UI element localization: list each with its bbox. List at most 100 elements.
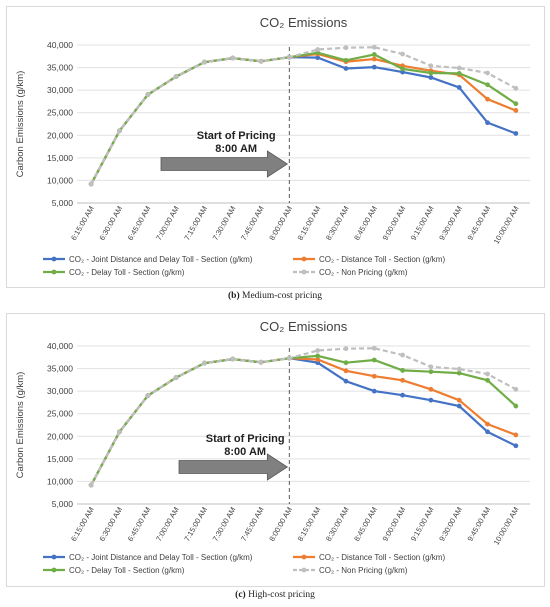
legend-marker <box>301 554 307 560</box>
data-point <box>428 75 434 80</box>
y-tick-label: 25,000 <box>47 108 73 118</box>
data-point <box>428 364 434 370</box>
data-point <box>371 56 377 62</box>
y-tick-label: 15,000 <box>47 454 73 464</box>
data-point <box>456 370 462 376</box>
y-axis-label: Carbon Emissions (g/km) <box>15 372 26 479</box>
data-point <box>88 482 94 488</box>
data-point <box>456 85 462 90</box>
annotation-time: 8:00 AM <box>224 446 266 458</box>
x-tick-label: 7:00:00 AM <box>154 506 181 543</box>
data-point <box>428 63 434 69</box>
legend-marker <box>51 256 57 262</box>
data-point <box>513 101 519 107</box>
data-point <box>258 58 264 64</box>
data-point <box>428 397 434 403</box>
data-point <box>315 348 321 353</box>
y-tick-label: 20,000 <box>47 130 73 140</box>
y-tick-label: 40,000 <box>47 341 73 351</box>
x-tick-label: 6:30:00 AM <box>97 205 124 242</box>
legend-label: CO₂ - Delay Toll - Section (g/km) <box>69 566 185 575</box>
y-tick-label: 5,000 <box>52 499 74 509</box>
legend-marker <box>51 567 57 573</box>
x-tick-label: 7:15:00 AM <box>182 506 209 543</box>
data-point <box>117 128 122 134</box>
data-point <box>428 369 434 375</box>
x-tick-label: 9:15:00 AM <box>409 506 436 543</box>
data-point <box>343 66 349 71</box>
series-line-3 <box>90 347 517 486</box>
series-line-0 <box>90 357 517 486</box>
chart-title: CO₂ Emissions <box>260 319 348 334</box>
legend-label: CO₂ - Non Pricing (g/km) <box>319 566 408 575</box>
data-point <box>513 108 519 113</box>
data-point <box>315 55 321 61</box>
legend-label: CO₂ - Delay Toll - Section (g/km) <box>69 268 185 277</box>
legend-marker <box>301 256 307 262</box>
legend-label: CO₂ - Joint Distance and Delay Toll - Se… <box>69 553 253 562</box>
data-point <box>371 373 377 379</box>
data-point <box>485 371 490 377</box>
data-point <box>456 403 462 409</box>
y-tick-label: 10,000 <box>47 476 73 486</box>
data-point <box>258 359 264 365</box>
y-tick-label: 35,000 <box>47 364 73 374</box>
data-point <box>485 82 490 88</box>
data-point <box>286 54 292 60</box>
data-point <box>371 388 377 394</box>
x-tick-label: 9:45:00 AM <box>465 506 492 543</box>
data-point <box>485 421 490 427</box>
chart-high-cost: CO₂ Emissions 5,000 10,000 15,000 20,000 25,0… <box>15 319 530 575</box>
legend-label: CO₂ - Distance Toll - Section (g/km) <box>319 553 445 562</box>
annotation-title: Start of Pricing <box>197 130 276 142</box>
data-point <box>485 377 490 383</box>
data-point <box>513 85 519 91</box>
x-tick-label: 8:00:00 AM <box>267 506 294 543</box>
data-point <box>400 66 405 72</box>
caption-label: (c) <box>235 590 246 600</box>
x-tick-label: 10:00:00 AM <box>492 205 521 246</box>
x-tick-label: 7:45:00 AM <box>239 506 266 543</box>
data-point <box>428 386 434 392</box>
caption-high: (c) High-cost pricing <box>0 590 550 600</box>
data-point <box>88 181 94 187</box>
chart-panel-high: CO₂ Emissions 5,000 10,000 15,000 20,000 25,0… <box>6 313 545 587</box>
y-tick-label: 40,000 <box>47 40 73 50</box>
y-axis-label: Carbon Emissions (g/km) <box>15 71 26 178</box>
x-tick-label: 6:45:00 AM <box>126 506 153 543</box>
data-point <box>485 120 490 126</box>
data-point <box>428 70 434 76</box>
y-tick-label: 25,000 <box>47 409 73 419</box>
series-line-0 <box>90 56 517 185</box>
caption-medium: (b) Medium-cost pricing <box>0 291 550 301</box>
data-point <box>202 59 207 65</box>
x-tick-label: 9:15:00 AM <box>409 205 436 242</box>
annotation-title: Start of Pricing <box>206 433 285 445</box>
data-point <box>400 352 405 358</box>
data-point <box>117 429 122 435</box>
data-point <box>343 378 349 384</box>
data-point <box>230 55 236 61</box>
data-point <box>371 44 377 50</box>
x-tick-label: 9:45:00 AM <box>465 205 492 242</box>
y-tick-label: 15,000 <box>47 153 73 163</box>
data-point <box>371 357 377 363</box>
legend-label: CO₂ - Joint Distance and Delay Toll - Se… <box>69 255 253 264</box>
data-point <box>485 96 490 102</box>
data-point <box>230 356 236 362</box>
data-point <box>343 368 349 374</box>
data-point <box>343 45 349 51</box>
x-tick-label: 8:00:00 AM <box>267 205 294 242</box>
data-point <box>371 64 377 70</box>
x-tick-label: 7:00:00 AM <box>154 205 181 242</box>
data-point <box>343 57 349 63</box>
x-tick-label: 7:30:00 AM <box>211 205 238 242</box>
series-line-2 <box>90 354 517 486</box>
data-point <box>513 432 519 438</box>
x-tick-label: 6:45:00 AM <box>126 205 153 242</box>
series-line-2 <box>90 51 517 185</box>
y-tick-label: 10,000 <box>47 175 73 185</box>
caption-text: High-cost pricing <box>248 590 315 600</box>
x-tick-label: 8:15:00 AM <box>296 205 323 242</box>
x-tick-label: 9:30:00 AM <box>437 205 464 242</box>
